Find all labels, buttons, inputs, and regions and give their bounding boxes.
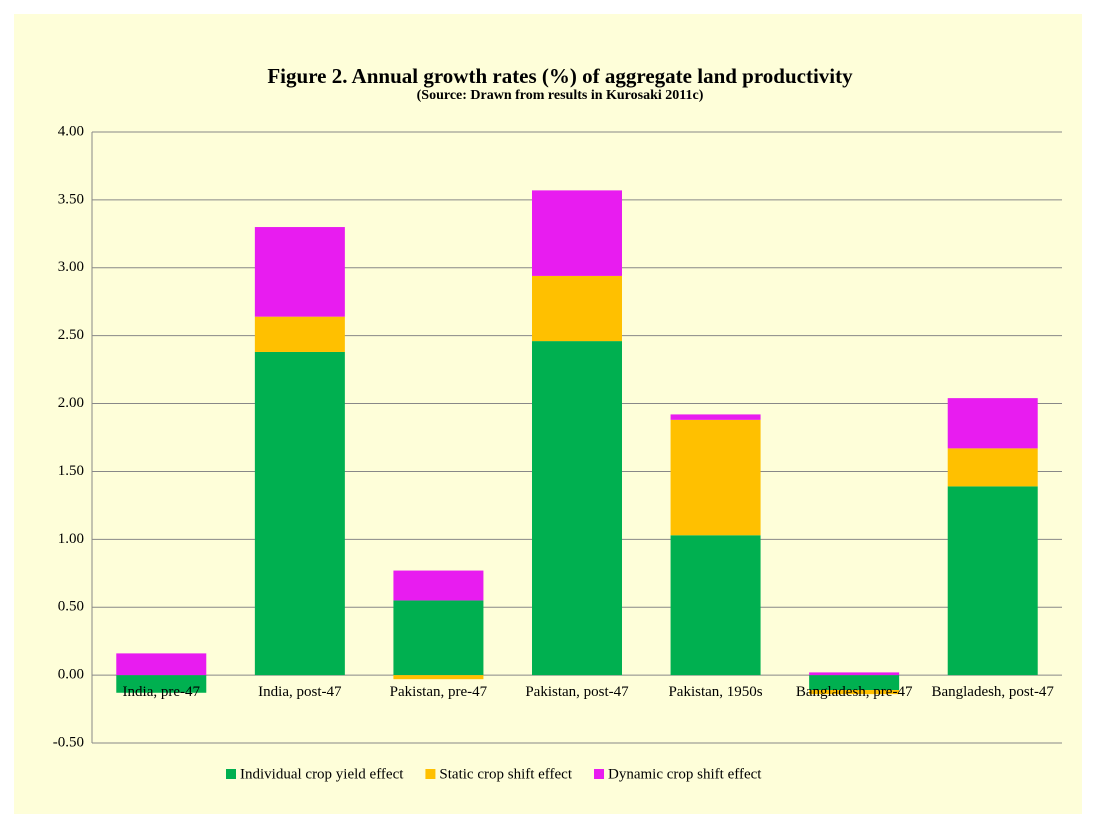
bar-segment bbox=[116, 675, 207, 693]
y-tick-label: 1.00 bbox=[58, 531, 84, 547]
x-tick-label-box: India, pre-47 bbox=[122, 684, 201, 701]
bar-segment bbox=[809, 690, 900, 695]
y-tick-label: 2.00 bbox=[58, 395, 84, 411]
bar-segment bbox=[254, 316, 345, 352]
bar-segment bbox=[254, 351, 345, 676]
x-tick-label: Pakistan, pre-47 bbox=[389, 684, 488, 701]
x-tick-label: Bangladesh, post-47 bbox=[931, 684, 1054, 701]
bar-segment bbox=[947, 448, 1038, 487]
x-tick-label: Pakistan, post-47 bbox=[525, 684, 629, 701]
bar-segment bbox=[532, 341, 622, 676]
bar-segment bbox=[393, 570, 484, 601]
legend-label: Static crop shift effect bbox=[439, 766, 572, 782]
bar-segment bbox=[809, 675, 900, 691]
bar-segment bbox=[393, 675, 484, 680]
y-tick-label: 4.00 bbox=[58, 123, 84, 139]
legend-swatch bbox=[594, 769, 605, 779]
y-tick-label: 0.00 bbox=[58, 667, 84, 683]
x-tick-label-box: India, post-47 bbox=[258, 684, 342, 701]
x-tick-label: Pakistan, 1950s bbox=[668, 684, 763, 701]
chart-subtitle: (Source: Drawn from results in Kurosaki … bbox=[417, 88, 704, 103]
bar-segment bbox=[809, 672, 900, 676]
bar-segment bbox=[947, 486, 1038, 676]
legend-swatch bbox=[226, 769, 236, 779]
x-tick-label-box: Bangladesh, post-47 bbox=[931, 684, 1054, 701]
x-tick-label: Bangladesh, pre-47 bbox=[795, 684, 913, 701]
bar-segment bbox=[670, 414, 761, 420]
x-tick-label-box: Bangladesh, pre-47 bbox=[795, 684, 913, 701]
bar-segment bbox=[116, 653, 207, 676]
bar-segment bbox=[393, 600, 484, 676]
y-tick-label: -0.50 bbox=[53, 734, 84, 750]
bar-segment bbox=[670, 419, 761, 536]
x-tick-label-box: Pakistan, post-47 bbox=[525, 684, 629, 701]
y-tick-label: 3.50 bbox=[58, 191, 84, 207]
legend-label: Individual crop yield effect bbox=[240, 766, 404, 782]
chart-title: Figure 2. Annual growth rates (%) of agg… bbox=[267, 64, 853, 88]
bar-segment bbox=[532, 190, 622, 276]
bar-segment bbox=[670, 535, 761, 676]
bar-segment bbox=[254, 227, 345, 317]
y-tick-label: 1.50 bbox=[58, 463, 84, 479]
y-tick-label: 2.50 bbox=[58, 327, 84, 343]
y-tick-label: 3.00 bbox=[58, 259, 84, 275]
x-tick-label-box: Pakistan, 1950s bbox=[668, 684, 763, 701]
bar-segment bbox=[532, 275, 622, 342]
legend-label: Dynamic crop shift effect bbox=[608, 766, 762, 782]
x-tick-label: India, post-47 bbox=[258, 684, 342, 701]
x-tick-label-box: Pakistan, pre-47 bbox=[389, 684, 488, 701]
bar-segment bbox=[947, 398, 1038, 449]
y-tick-label: 0.50 bbox=[58, 599, 84, 615]
x-tick-label: India, pre-47 bbox=[122, 684, 201, 701]
legend-swatch bbox=[425, 769, 436, 779]
